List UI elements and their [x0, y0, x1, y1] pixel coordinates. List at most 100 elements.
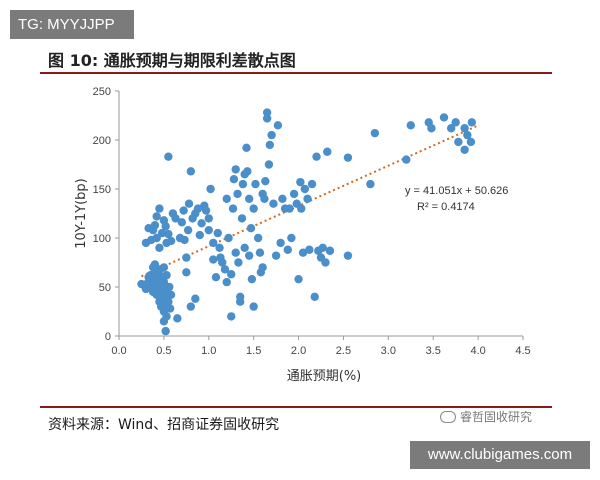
x-tick-label: 1.5: [246, 345, 261, 357]
chart-labels: 0 50 100 150 200 250 0.0 0.5 1.0 1.5 2.0 2.5 3.0 3.5 4…: [74, 86, 531, 384]
data-point: [249, 204, 258, 213]
data-point: [265, 140, 275, 150]
data-point: [222, 194, 231, 203]
data-point: [294, 274, 303, 284]
data-point: [234, 258, 243, 267]
website-tag-text: www.clubigames.com: [427, 446, 573, 463]
data-point: [233, 189, 242, 199]
watermark: 睿哲固收研究: [440, 408, 532, 425]
data-point: [460, 124, 469, 133]
source-tag-top: TG: MYYJJPP: [10, 10, 134, 39]
data-point: [228, 204, 238, 213]
data-point: [454, 137, 463, 147]
data-point: [463, 130, 472, 140]
data-point: [249, 302, 258, 311]
y-tick-label: 100: [93, 233, 111, 245]
data-point: [264, 160, 274, 169]
data-point: [287, 233, 296, 243]
data-point: [283, 245, 292, 254]
data-point: [164, 229, 173, 239]
data-points: [137, 108, 477, 336]
data-point: [209, 255, 218, 264]
data-point: [318, 243, 327, 252]
equation-label: y = 41.051x + 50.626: [405, 185, 508, 197]
data-point: [467, 118, 477, 127]
data-point: [177, 218, 187, 227]
data-point: [236, 292, 245, 301]
title-rule: [40, 72, 552, 74]
y-tick-label: 200: [93, 135, 111, 147]
data-point: [186, 302, 196, 311]
data-point: [183, 225, 193, 235]
data-point: [204, 214, 213, 223]
trendline-group: [141, 124, 479, 278]
data-point: [271, 251, 281, 260]
data-point: [231, 248, 240, 257]
source-note: 资料来源：Wind、招商证券固收研究: [48, 417, 280, 433]
data-point: [164, 152, 173, 161]
data-point: [150, 260, 160, 269]
data-point: [164, 297, 173, 306]
data-point: [303, 194, 312, 203]
data-point: [186, 167, 196, 176]
data-point: [155, 204, 164, 213]
data-point: [218, 258, 227, 267]
data-point: [370, 128, 380, 138]
data-point: [343, 251, 353, 260]
data-point: [246, 224, 256, 233]
data-point: [296, 177, 305, 187]
data-point: [273, 121, 283, 130]
data-point: [300, 184, 310, 194]
y-tick-label: 50: [99, 282, 111, 294]
data-point: [289, 189, 299, 199]
data-point: [269, 199, 278, 208]
data-point: [157, 228, 167, 238]
data-point: [325, 246, 335, 255]
data-point: [276, 238, 285, 248]
data-point: [161, 326, 170, 336]
x-tick-label: 2.5: [336, 345, 351, 357]
data-point: [307, 179, 317, 189]
data-point: [171, 214, 180, 223]
data-point: [298, 248, 308, 257]
data-point: [231, 165, 240, 174]
data-point: [297, 204, 306, 213]
data-point: [197, 219, 206, 228]
data-point: [150, 221, 160, 230]
data-point: [255, 248, 265, 257]
data-point: [213, 228, 222, 238]
data-point: [220, 265, 230, 274]
y-axis-title: 10Y-1Y(bp): [74, 178, 89, 249]
y-tick-label: 250: [93, 86, 111, 98]
data-point: [215, 243, 224, 252]
data-point: [323, 147, 332, 156]
data-point: [173, 314, 182, 323]
wechat-icon: [440, 410, 456, 423]
data-point: [204, 225, 213, 235]
data-point: [238, 179, 248, 189]
data-point: [159, 263, 169, 272]
data-point: [262, 114, 272, 123]
data-point: [267, 130, 276, 140]
data-point: [253, 233, 263, 243]
data-point: [262, 108, 272, 117]
data-point: [182, 253, 191, 262]
x-tick-label: 4.0: [470, 345, 485, 357]
data-point: [211, 273, 221, 282]
data-point: [165, 304, 175, 313]
data-point: [427, 124, 436, 133]
data-point: [260, 194, 269, 203]
data-point: [222, 277, 231, 287]
data-point: [366, 179, 375, 189]
figure-title: 图 10: 通胀预期与期限利差散点图: [48, 51, 296, 70]
data-point: [182, 268, 191, 277]
data-point: [209, 238, 218, 248]
data-point: [312, 152, 321, 161]
x-tick-label: 4.5: [515, 345, 530, 357]
y-tick-label: 0: [105, 331, 111, 343]
data-point: [227, 270, 236, 279]
data-point: [152, 212, 161, 221]
data-point: [201, 206, 211, 215]
data-point: [152, 233, 161, 243]
data-point: [162, 271, 171, 280]
